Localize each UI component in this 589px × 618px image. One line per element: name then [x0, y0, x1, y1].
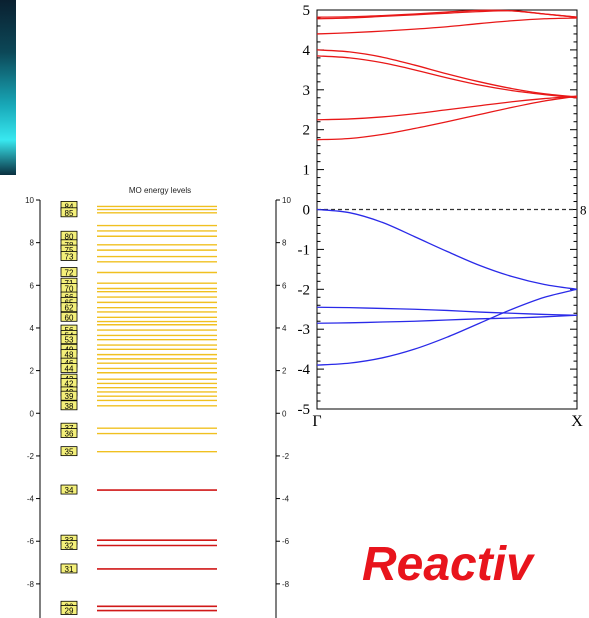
mo-level-label: 42 [65, 379, 74, 388]
mo-level-label: 39 [65, 392, 74, 401]
mo-y-tick-label-right: 10 [282, 196, 291, 205]
band-y-tick-label: -1 [298, 242, 311, 258]
mo-level-label: 60 [65, 313, 74, 322]
band-y-tick-label: 5 [303, 3, 311, 19]
mo-level-label: 53 [65, 336, 74, 345]
mo-level-label: 72 [65, 269, 74, 278]
mo-level-label-box [60, 267, 78, 277]
band-y-tick-label: 0 [303, 203, 311, 219]
conduction-band-line [316, 95, 578, 141]
mo-y-tick-label-left: -8 [27, 580, 35, 589]
mo-level-label: 80 [65, 232, 74, 241]
mo-y-tick-label-left: 10 [25, 196, 34, 205]
mo-level-label-box [60, 207, 78, 218]
mo-level-label: 34 [65, 486, 74, 495]
mo-level-label: 29 [65, 607, 74, 616]
mo-level-label-box [60, 363, 78, 373]
mo-y-tick-label-left: -6 [27, 537, 35, 546]
mo-y-tick-label-right: 4 [282, 324, 287, 333]
mo-y-tick-label-right: 6 [282, 281, 287, 290]
valence-band-line [316, 288, 578, 366]
mo-level-label-box [60, 400, 78, 411]
mo-level-label-box [60, 540, 78, 550]
conduction-band-line [316, 55, 578, 99]
mo-energy-levels-chart: MO energy levels 10 108 86 64 42 20 0-2 -2-4 -4-… [25, 186, 291, 618]
reactiv-heading: Reactiv [362, 538, 533, 591]
mo-level-label-box [60, 563, 78, 574]
mo-y-tick-label-right: 0 [282, 409, 287, 418]
mo-level-label: 32 [65, 541, 74, 550]
mo-y-tick-label-left: -4 [27, 495, 35, 504]
conduction-band-line [316, 10, 578, 20]
band-series [316, 9, 578, 366]
band-y-tick-label: -4 [298, 362, 311, 378]
conduction-band-line [316, 17, 578, 35]
mo-level-label-box [60, 302, 78, 313]
mo-y-tick-label-left: 4 [30, 324, 35, 333]
mo-y-tick-label-right: 8 [282, 239, 287, 248]
mo-y-tick-label-right: 2 [282, 367, 287, 376]
band-plot-frame [316, 9, 578, 410]
mo-y-tick-label-left: 6 [30, 281, 35, 290]
mo-y-tick-label-right: -4 [282, 495, 290, 504]
mo-level-label-box [60, 605, 78, 615]
mo-level-label: 36 [65, 430, 74, 439]
mo-y-tick-label-right: -2 [282, 452, 290, 461]
mo-level-label-box [60, 251, 78, 261]
band-x-tick-label: X [571, 413, 583, 430]
decorative-gradient-bar [0, 0, 16, 175]
band-y-tick-label: -2 [298, 282, 311, 298]
mo-level-labels: 10108866442200-2-2-4-4-6-6-8-88485807875… [25, 196, 291, 616]
valence-band-line [316, 314, 578, 324]
mo-level-label-box [60, 334, 78, 345]
mo-level-label: 62 [65, 304, 74, 313]
mo-y-tick-label-left: 8 [30, 239, 35, 248]
mo-level-label-box [60, 446, 78, 457]
conduction-band-line [316, 95, 578, 121]
band-x-tick-label: Γ [312, 413, 321, 430]
mo-chart-title: MO energy levels [129, 186, 191, 195]
fermi-side-label: 8 [580, 203, 587, 218]
mo-level-lines [97, 205, 217, 612]
band-y-tick-label: 1 [303, 163, 311, 179]
mo-level-label: 84 [65, 202, 74, 211]
mo-level-label: 73 [65, 253, 74, 262]
band-structure-chart: -5 -4 -3 -2 -1 0 1 2 3 4 5 Γ X 8 [298, 3, 587, 430]
band-y-tick-label: 3 [303, 83, 311, 99]
mo-level-label-box [60, 428, 78, 438]
mo-level-label-box [60, 311, 78, 322]
mo-y-tick-label-left: 2 [30, 367, 35, 376]
mo-level-label: 85 [65, 209, 74, 218]
mo-level-label: 38 [65, 402, 74, 411]
band-y-tick-label: -5 [298, 402, 311, 418]
mo-y-tick-label-left: 0 [30, 409, 35, 418]
mo-level-label: 48 [65, 351, 74, 360]
mo-y-tick-label-left: -2 [27, 452, 35, 461]
band-tick-labels: -5 -4 -3 -2 -1 0 1 2 3 4 5 Γ X 8 [298, 3, 587, 430]
band-y-tick-label: 4 [303, 43, 311, 59]
band-y-tick-label: 2 [303, 123, 311, 139]
mo-level-label: 35 [65, 448, 74, 457]
valence-band-line [316, 208, 578, 290]
mo-plot-frame [36, 199, 280, 618]
mo-level-label: 44 [65, 364, 74, 373]
mo-level-label: 70 [65, 285, 74, 294]
mo-y-tick-label-right: -8 [282, 580, 290, 589]
mo-level-label-box [60, 390, 78, 401]
mo-level-label-box [60, 484, 78, 495]
mo-y-tick-label-right: -6 [282, 537, 290, 546]
valence-band-line [316, 306, 578, 316]
conduction-band-line [316, 49, 578, 98]
band-y-tick-label: -3 [298, 322, 311, 338]
mo-level-label: 75 [65, 246, 74, 255]
mo-level-label: 31 [65, 565, 74, 574]
